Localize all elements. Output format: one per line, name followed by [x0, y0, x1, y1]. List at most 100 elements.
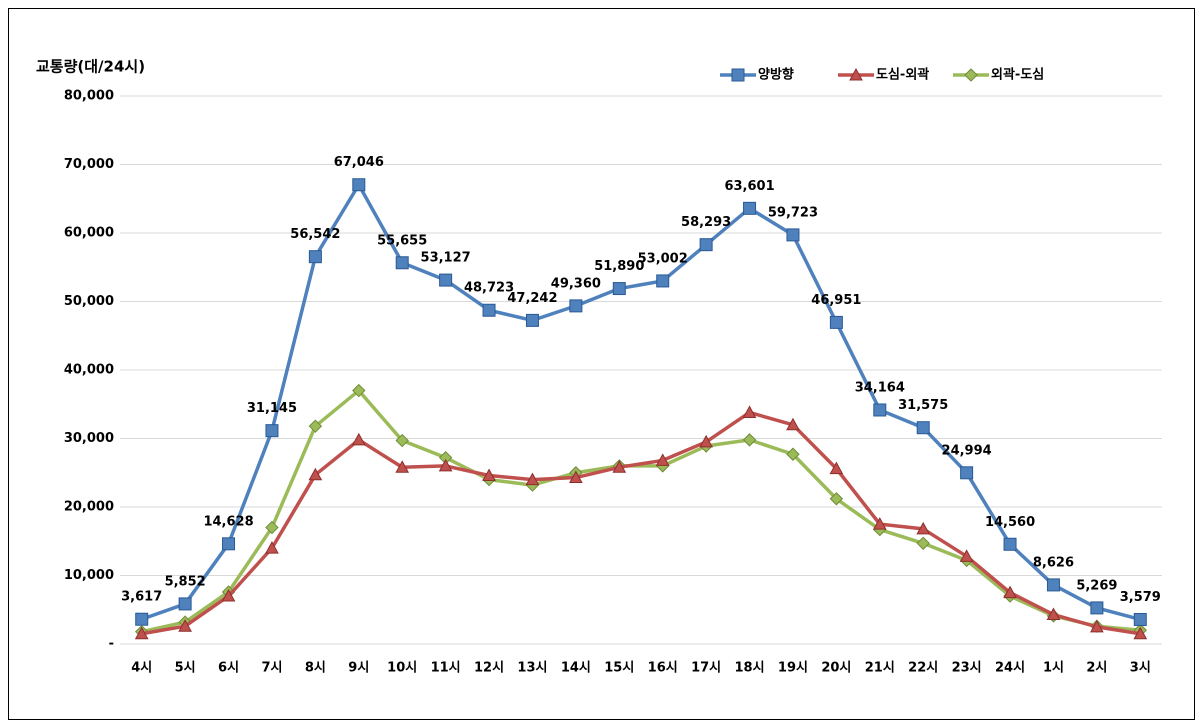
x-tick-label: 10시	[387, 661, 417, 676]
data-point	[351, 432, 366, 446]
data-point	[1003, 585, 1017, 599]
data-label: 67,046	[334, 155, 384, 170]
y-tick-label: 70,000	[64, 157, 114, 172]
series-line	[141, 410, 1141, 636]
x-tick-label: 24시	[995, 661, 1025, 676]
data-point	[569, 470, 583, 484]
data-point	[699, 434, 713, 448]
data-point	[1046, 607, 1061, 621]
y-tick-label: 10,000	[64, 568, 114, 583]
data-point	[352, 383, 366, 398]
legend-label: 도심-외곽	[876, 67, 929, 83]
data-point	[959, 549, 974, 562]
data-point	[395, 460, 410, 473]
data-point	[265, 541, 279, 554]
data-point	[395, 256, 409, 270]
y-tick-label: 20,000	[64, 500, 114, 515]
x-tick-label: 22시	[908, 661, 938, 676]
x-tick-label: 23시	[952, 661, 982, 676]
data-label: 48,723	[464, 281, 514, 296]
series-line	[141, 388, 1141, 634]
data-point	[829, 492, 844, 506]
data-point	[916, 521, 931, 535]
data-point	[873, 403, 887, 417]
data-point	[308, 250, 322, 264]
data-point	[525, 313, 539, 327]
legend-marker	[731, 68, 745, 82]
data-point	[308, 467, 323, 481]
x-tick-label: 4시	[131, 661, 152, 676]
x-tick-label: 1시	[1043, 661, 1064, 676]
data-point	[265, 520, 279, 535]
data-point	[1133, 612, 1147, 626]
x-tick-label: 15시	[604, 661, 634, 676]
data-point	[439, 273, 453, 287]
data-point	[829, 461, 844, 475]
data-point	[655, 453, 670, 466]
x-tick-label: 16시	[648, 661, 678, 676]
y-tick-label: -	[109, 637, 114, 652]
data-label: 58,293	[681, 215, 731, 230]
data-point	[352, 178, 366, 192]
data-label: 5,852	[165, 574, 206, 589]
y-tick-label: 40,000	[64, 363, 114, 378]
data-point	[569, 299, 583, 313]
data-point	[221, 589, 236, 602]
x-tick-label: 9시	[348, 661, 369, 676]
data-label: 8,626	[1033, 555, 1074, 570]
y-tick-label: 30,000	[64, 431, 114, 446]
data-label: 5,269	[1076, 578, 1117, 593]
data-label: 31,145	[247, 401, 297, 416]
data-point	[699, 238, 713, 252]
x-tick-label: 18시	[735, 661, 765, 676]
data-point	[916, 421, 930, 435]
data-point	[482, 303, 496, 317]
data-point	[438, 458, 453, 472]
data-label: 49,360	[551, 276, 601, 291]
legend-label: 양방향	[758, 67, 794, 83]
data-point	[1133, 626, 1148, 640]
data-point	[482, 468, 496, 481]
data-point	[916, 536, 930, 551]
data-point	[742, 405, 757, 418]
data-point	[1090, 619, 1104, 633]
data-label: 53,002	[638, 251, 688, 266]
data-label: 46,951	[811, 293, 861, 308]
data-point	[742, 433, 757, 447]
legend-marker	[849, 67, 863, 81]
data-label: 47,242	[507, 291, 557, 306]
data-label: 51,890	[594, 259, 644, 274]
data-label: 31,575	[898, 398, 948, 413]
y-tick-label: 60,000	[64, 226, 114, 241]
data-point	[743, 201, 757, 215]
x-tick-label: 7시	[261, 661, 282, 676]
x-tick-label: 12시	[474, 661, 504, 676]
data-point	[786, 228, 800, 242]
data-point	[872, 517, 887, 530]
data-point	[612, 460, 627, 473]
x-tick-label: 8시	[305, 661, 326, 676]
data-point	[829, 315, 843, 329]
data-point	[960, 466, 974, 480]
x-tick-label: 6시	[218, 661, 239, 676]
data-label: 3,617	[121, 590, 162, 605]
data-point	[1003, 537, 1017, 551]
x-tick-label: 21시	[865, 661, 895, 676]
x-tick-label: 17시	[691, 661, 721, 676]
data-label: 24,994	[942, 443, 992, 458]
x-tick-label: 19시	[778, 661, 808, 676]
x-tick-label: 20시	[821, 661, 851, 676]
data-point	[786, 417, 800, 431]
x-tick-label: 5시	[175, 661, 196, 676]
data-point	[178, 619, 192, 632]
data-point	[134, 626, 149, 640]
x-tick-label: 2시	[1086, 661, 1107, 676]
x-tick-label: 3시	[1130, 661, 1151, 676]
data-point	[395, 433, 409, 448]
data-point	[1090, 601, 1104, 615]
data-point	[178, 597, 192, 611]
data-point	[525, 472, 540, 486]
data-point	[1046, 578, 1060, 592]
x-tick-label: 13시	[517, 661, 547, 676]
series-line	[141, 182, 1141, 622]
